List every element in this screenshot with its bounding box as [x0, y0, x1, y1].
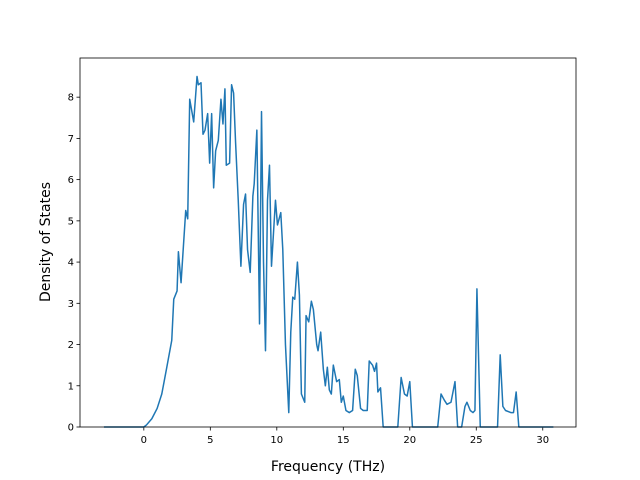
y-tick-label: 8	[68, 93, 74, 104]
plot-frame	[79, 57, 577, 428]
y-tick-label: 1	[68, 381, 74, 392]
y-tick-label: 2	[68, 340, 74, 351]
x-tick-label: 10	[270, 435, 283, 446]
x-axis-label: Frequency (THz)	[271, 459, 385, 475]
x-tick-label: 5	[207, 435, 213, 446]
y-tick-label: 3	[68, 299, 74, 310]
x-tick-label: 25	[470, 435, 483, 446]
y-axis-label: Density of States	[38, 182, 54, 302]
y-tick-label: 6	[68, 175, 74, 186]
x-tick-label: 0	[141, 435, 147, 446]
line	[103, 75, 554, 428]
x-tick-label: 15	[337, 435, 350, 446]
y-tick-label: 0	[68, 423, 74, 434]
x-tick-label: 20	[403, 435, 416, 446]
x-tick-label: 30	[536, 435, 549, 446]
y-tick-label: 5	[68, 216, 74, 227]
y-tick-label: 7	[68, 134, 74, 145]
y-tick-label: 4	[68, 258, 74, 269]
